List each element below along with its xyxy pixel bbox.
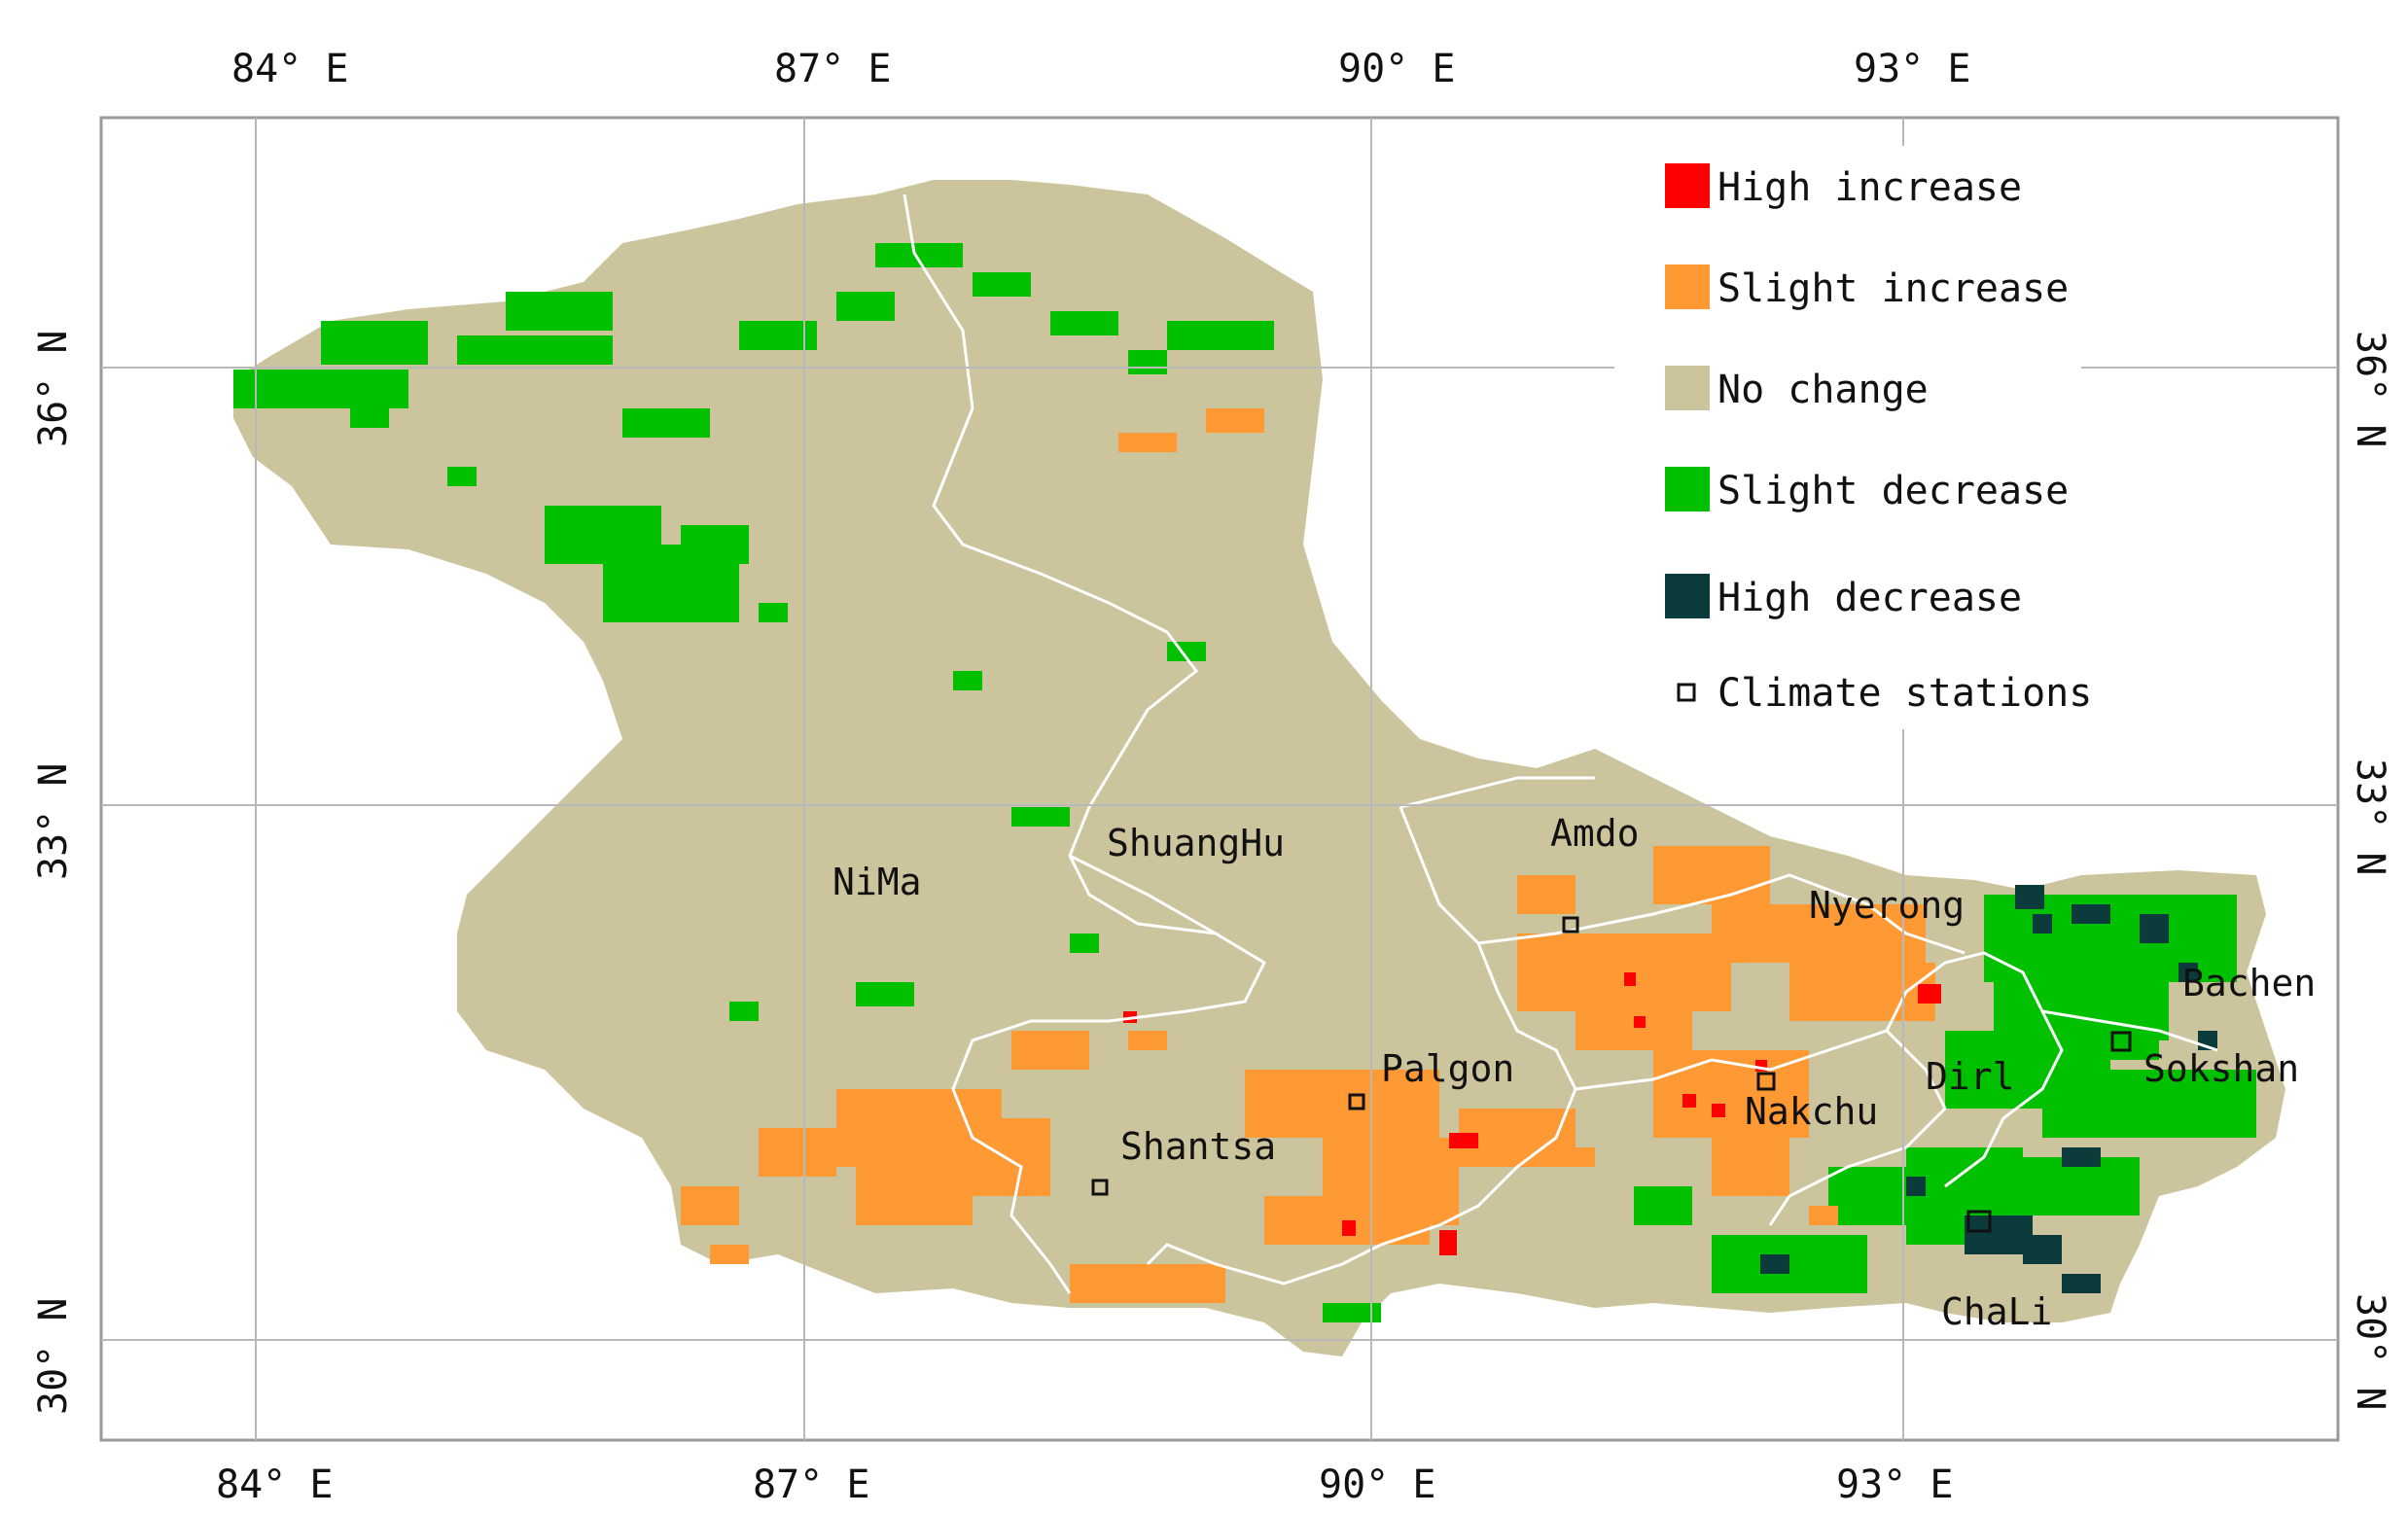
legend-label-high-decrease: High decrease xyxy=(1717,576,2022,620)
place-label-sokshan: Sokshan xyxy=(2143,1047,2299,1090)
lon-bottom-90: 90° E xyxy=(1319,1462,1435,1507)
legend-swatch-no-change xyxy=(1665,366,1710,410)
high-increase-cells xyxy=(1123,972,1941,1255)
climate-stations xyxy=(1091,916,2132,1233)
place-label-nakchu: Nakchu xyxy=(1745,1090,1878,1133)
legend-label-climate-stations: Climate stations xyxy=(1717,671,2092,716)
legend: High increase Slight increase No change … xyxy=(1614,146,2092,729)
station-marker xyxy=(1091,1179,1109,1196)
place-label-shantsa: Shantsa xyxy=(1120,1125,1276,1168)
lat-left-33: 33° N xyxy=(31,763,76,880)
legend-background xyxy=(1614,146,2081,729)
place-label-palgon: Palgon xyxy=(1381,1047,1514,1090)
place-label-nyerong: Nyerong xyxy=(1809,884,1965,927)
lat-left-30: 30° N xyxy=(31,1298,76,1415)
place-label-amdo: Amdo xyxy=(1550,812,1640,855)
place-labels: NiMa ShuangHu Amdo Nyerong Bachen Soksha… xyxy=(832,812,2316,1333)
lat-left-36: 36° N xyxy=(31,331,76,447)
station-marker xyxy=(1562,916,1579,934)
legend-label-slight-decrease: Slight decrease xyxy=(1717,469,2069,513)
lon-bottom-87: 87° E xyxy=(753,1462,869,1507)
longitude-labels-top: 84° E 87° E 90° E 93° E xyxy=(231,47,1970,91)
station-marker xyxy=(1348,1093,1365,1110)
station-marker xyxy=(1966,1210,1992,1233)
map-frame xyxy=(99,116,2340,1442)
station-marker xyxy=(1756,1072,1776,1091)
place-label-bachen: Bachen xyxy=(2182,962,2316,1004)
legend-swatch-high-increase xyxy=(1665,163,1710,208)
place-label-shuanghu: ShuangHu xyxy=(1107,822,1285,864)
slight-increase-cells xyxy=(681,408,1935,1303)
lat-right-33: 33° N xyxy=(2348,758,2392,875)
place-label-chali: ChaLi xyxy=(1941,1290,2052,1333)
station-marker xyxy=(2110,1031,2132,1052)
slight-decrease-cells xyxy=(233,243,1381,1322)
legend-swatch-high-decrease xyxy=(1665,574,1710,618)
lon-top-93: 93° E xyxy=(1854,47,1970,91)
lon-bottom-93: 93° E xyxy=(1836,1462,1953,1507)
legend-label-high-increase: High increase xyxy=(1717,165,2022,210)
legend-label-no-change: No change xyxy=(1717,368,1929,412)
place-label-nima: NiMa xyxy=(832,861,922,903)
legend-label-slight-increase: Slight increase xyxy=(1717,266,2069,311)
lon-top-87: 87° E xyxy=(774,47,891,91)
latitude-labels-right: 36° N 33° N 30° N xyxy=(2348,331,2392,1410)
lat-right-30: 30° N xyxy=(2348,1293,2392,1410)
lon-top-90: 90° E xyxy=(1338,47,1455,91)
longitude-labels-bottom: 84° E 87° E 90° E 93° E xyxy=(216,1462,1953,1507)
high-decrease-cells xyxy=(1760,885,2217,1293)
lat-right-36: 36° N xyxy=(2348,331,2392,447)
lon-bottom-84: 84° E xyxy=(216,1462,333,1507)
legend-swatch-slight-increase xyxy=(1665,264,1710,309)
legend-swatch-slight-decrease xyxy=(1665,467,1710,511)
slight-decrease-east-cells xyxy=(1634,895,2256,1293)
place-label-dirl: Dirl xyxy=(1926,1055,2015,1098)
latitude-labels-left: 36° N 33° N 30° N xyxy=(31,331,76,1415)
lon-top-84: 84° E xyxy=(231,47,348,91)
legend-station-icon xyxy=(1677,683,1696,702)
